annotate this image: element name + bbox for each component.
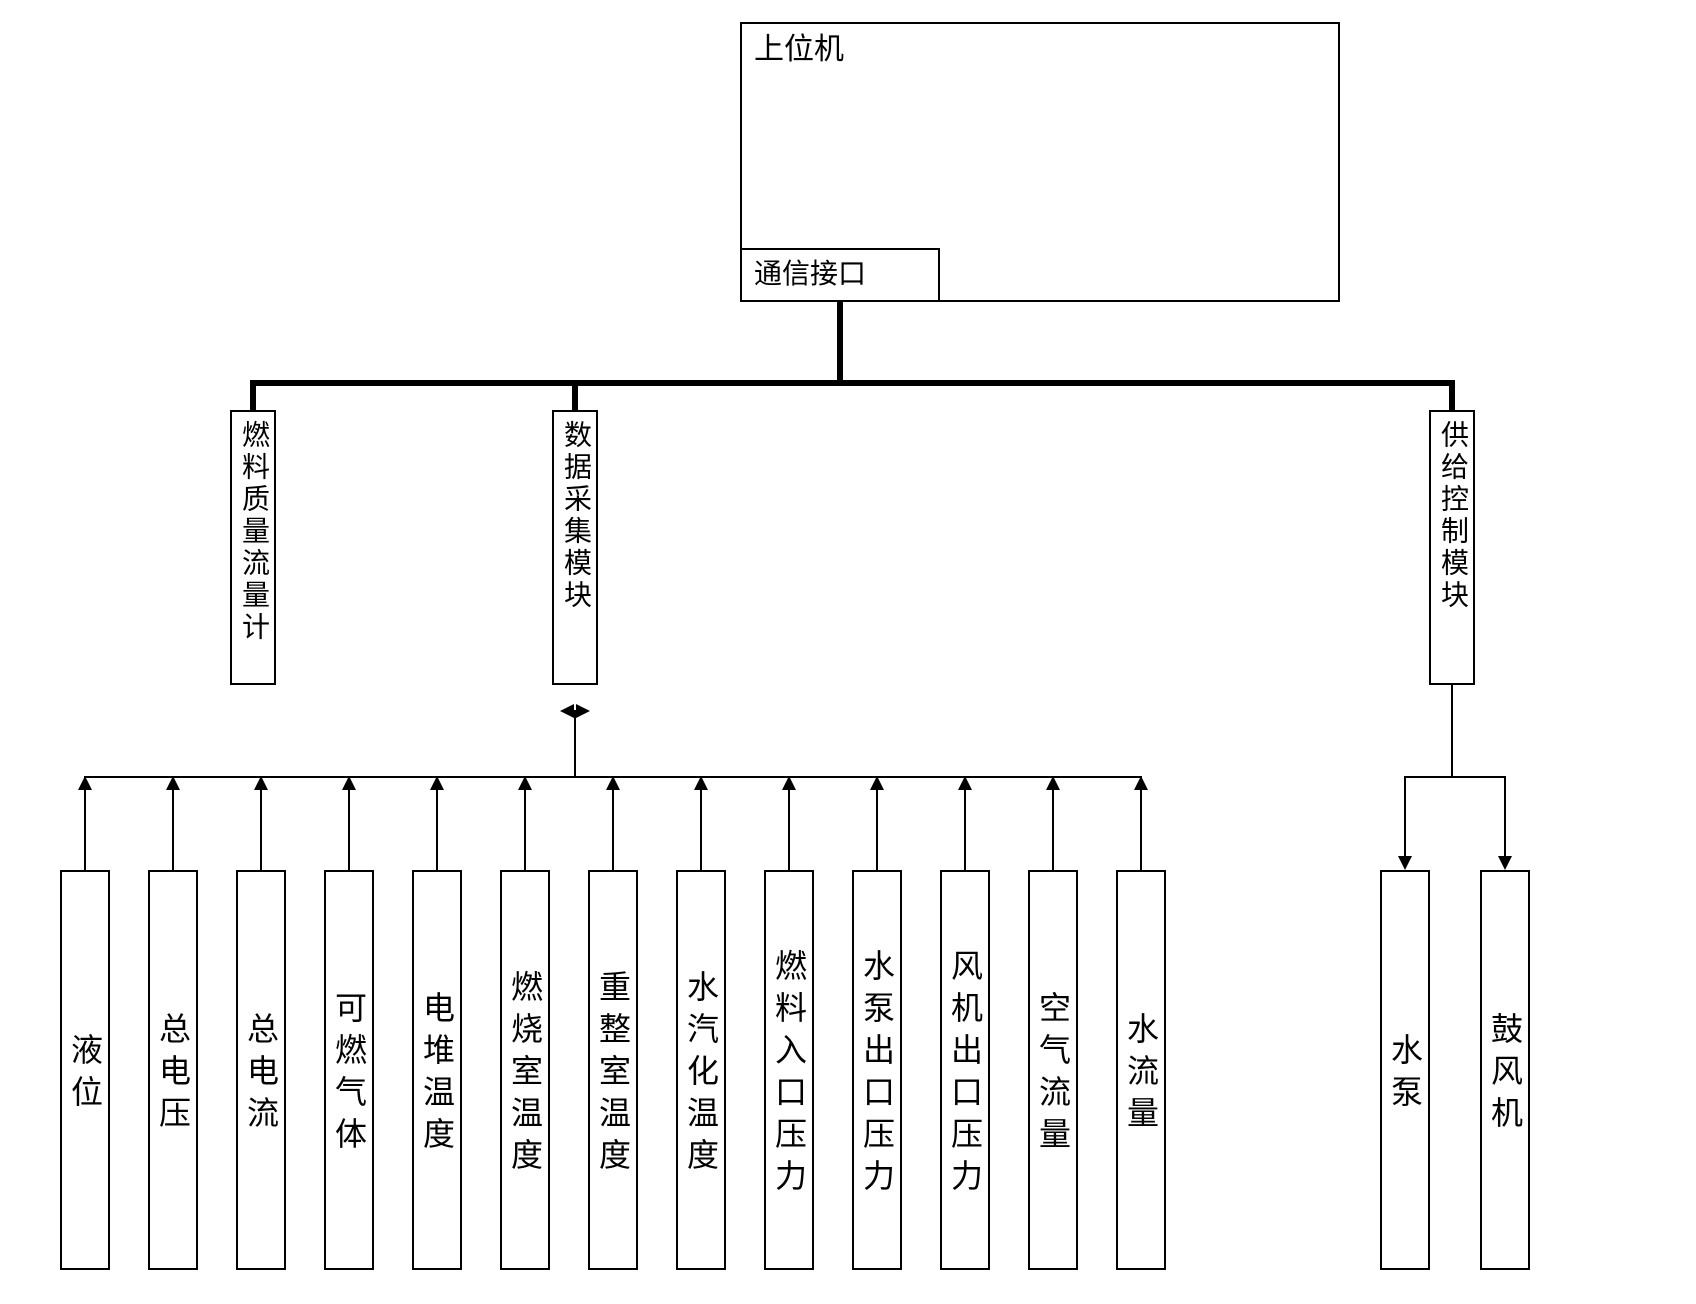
sensor-box-6: 燃烧室温度 <box>500 870 550 1270</box>
drop-m3 <box>1449 380 1455 410</box>
mid-box-3: 供给控制模块 <box>1429 410 1475 685</box>
actuator-bus <box>1404 776 1504 778</box>
sensor-box-10: 水泵出口压力 <box>852 870 902 1270</box>
s3-line <box>260 776 262 870</box>
drop-m2 <box>572 380 578 410</box>
sensor-label-11: 风机出口压力 <box>949 949 981 1201</box>
sensor-label-5: 电堆温度 <box>421 991 453 1159</box>
mid-label-2: 数据采集模块 <box>561 420 589 612</box>
sensor-label-1: 液位 <box>69 1033 101 1117</box>
s9-arrow <box>782 776 796 790</box>
sensor-label-8: 水汽化温度 <box>685 970 717 1180</box>
s1-arrow <box>78 776 92 790</box>
s6-arrow <box>518 776 532 790</box>
m2-bi-right <box>576 704 590 718</box>
actuator-label-1: 水泵 <box>1389 1033 1421 1117</box>
main-bus <box>250 380 1455 386</box>
s5-line <box>436 776 438 870</box>
s9-line <box>788 776 790 870</box>
a2-line <box>1504 776 1506 858</box>
host-label: 上位机 <box>754 32 844 68</box>
s7-line <box>612 776 614 870</box>
sensor-label-12: 空气流量 <box>1037 991 1069 1159</box>
sensor-box-8: 水汽化温度 <box>676 870 726 1270</box>
diagram-canvas: 上位机 通信接口 燃料质量流量计 数据采集模块 供给控制模块 液位 总电压 总 <box>0 0 1696 1304</box>
sensor-box-3: 总电流 <box>236 870 286 1270</box>
s4-line <box>348 776 350 870</box>
sensor-box-5: 电堆温度 <box>412 870 462 1270</box>
sensor-label-9: 燃料入口压力 <box>773 949 805 1201</box>
s7-arrow <box>606 776 620 790</box>
s6-line <box>524 776 526 870</box>
s5-arrow <box>430 776 444 790</box>
a1-arrow <box>1398 856 1412 870</box>
sensor-label-4: 可燃气体 <box>333 991 365 1159</box>
sensor-label-7: 重整室温度 <box>597 970 629 1180</box>
sensor-box-4: 可燃气体 <box>324 870 374 1270</box>
sensor-label-10: 水泵出口压力 <box>861 949 893 1201</box>
m2-bi-left <box>560 704 574 718</box>
s12-line <box>1052 776 1054 870</box>
mid-label-1: 燃料质量流量计 <box>239 420 267 644</box>
sensor-label-6: 燃烧室温度 <box>509 970 541 1180</box>
sensor-box-7: 重整室温度 <box>588 870 638 1270</box>
sensor-box-1: 液位 <box>60 870 110 1270</box>
s11-line <box>964 776 966 870</box>
sensor-box-2: 总电压 <box>148 870 198 1270</box>
s4-arrow <box>342 776 356 790</box>
s10-arrow <box>870 776 884 790</box>
sensor-label-13: 水流量 <box>1125 1012 1157 1138</box>
actuator-box-1: 水泵 <box>1380 870 1430 1270</box>
comm-label: 通信接口 <box>754 258 866 292</box>
s8-arrow <box>694 776 708 790</box>
sensor-box-13: 水流量 <box>1116 870 1166 1270</box>
m3-down <box>1451 685 1453 776</box>
a2-arrow <box>1498 856 1512 870</box>
sensor-label-3: 总电流 <box>245 1012 277 1138</box>
sensor-box-9: 燃料入口压力 <box>764 870 814 1270</box>
a1-line <box>1404 776 1406 858</box>
mid-label-3: 供给控制模块 <box>1438 420 1466 612</box>
s2-arrow <box>166 776 180 790</box>
comm-to-bus <box>837 302 843 382</box>
comm-box: 通信接口 <box>740 248 940 302</box>
m2-to-sensorbus <box>574 710 576 776</box>
actuator-label-2: 鼓风机 <box>1489 1012 1521 1138</box>
mid-box-2: 数据采集模块 <box>552 410 598 685</box>
actuator-box-2: 鼓风机 <box>1480 870 1530 1270</box>
s2-line <box>172 776 174 870</box>
sensor-label-2: 总电压 <box>157 1012 189 1138</box>
sensor-box-12: 空气流量 <box>1028 870 1078 1270</box>
s10-line <box>876 776 878 870</box>
s13-line <box>1140 776 1142 870</box>
s11-arrow <box>958 776 972 790</box>
drop-m1 <box>250 380 256 410</box>
mid-box-1: 燃料质量流量计 <box>230 410 276 685</box>
s1-line <box>84 776 86 870</box>
s3-arrow <box>254 776 268 790</box>
s8-line <box>700 776 702 870</box>
s13-arrow <box>1134 776 1148 790</box>
s12-arrow <box>1046 776 1060 790</box>
sensor-box-11: 风机出口压力 <box>940 870 990 1270</box>
